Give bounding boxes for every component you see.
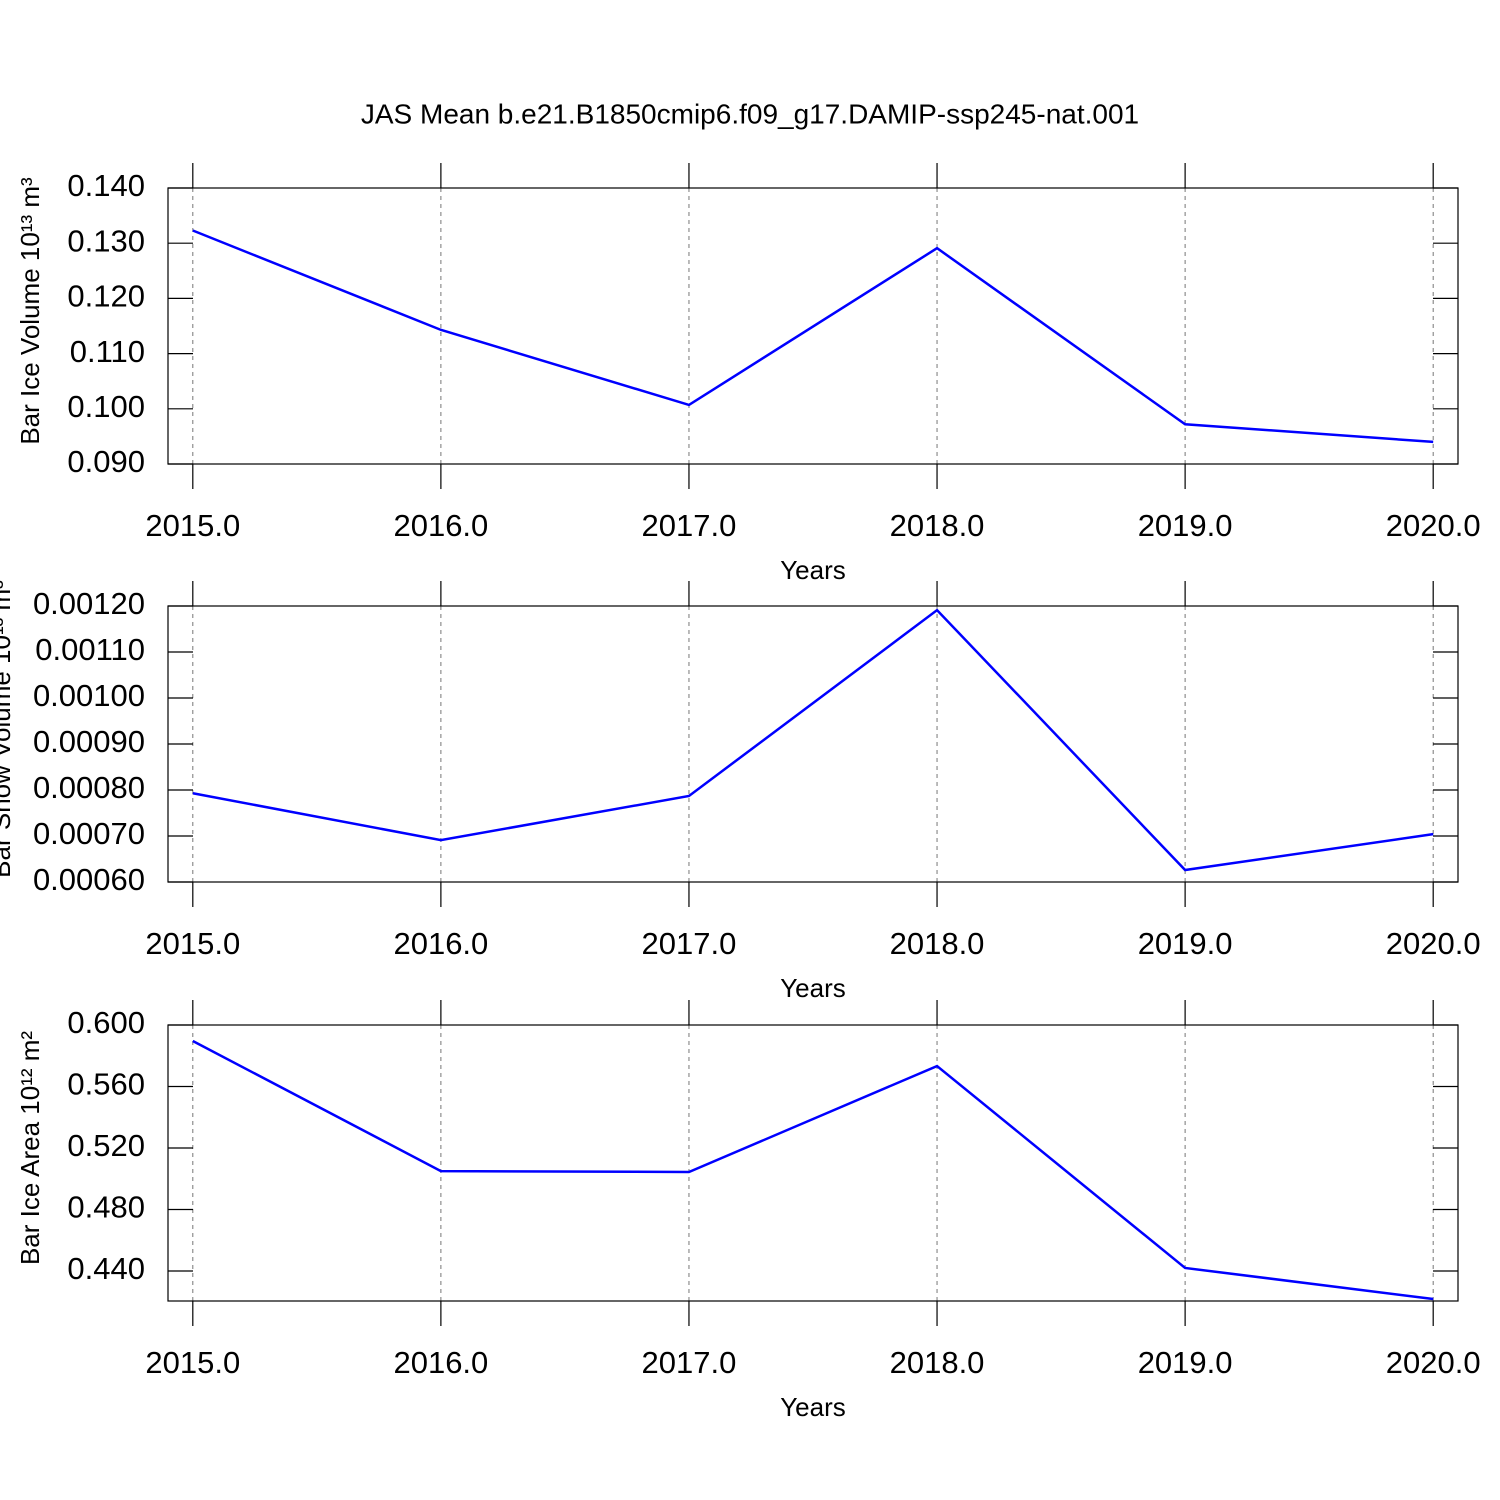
y-tick-label: 0.090 [67, 444, 145, 479]
y-tick-label: 0.110 [70, 334, 145, 369]
y-tick-label: 0.00090 [33, 724, 145, 759]
x-tick-label: 2015.0 [145, 508, 240, 543]
x-tick-label: 2020.0 [1386, 1345, 1481, 1380]
x-axis-label: Years [780, 973, 846, 1003]
chart-title: JAS Mean b.e21.B1850cmip6.f09_g17.DAMIP-… [361, 98, 1139, 129]
y-axis-label: Bar Ice Area 10¹² m² [15, 1031, 45, 1265]
data-line [192, 1039, 1434, 1301]
y-tick-label: 0.00080 [33, 770, 145, 805]
x-axis-label: Years [780, 1392, 846, 1422]
y-tick-label: 0.520 [67, 1128, 145, 1163]
data-line [192, 608, 1434, 872]
y-tick-label: 0.140 [67, 168, 145, 203]
x-tick-label: 2016.0 [393, 926, 488, 961]
x-tick-label: 2019.0 [1138, 1345, 1233, 1380]
y-tick-label: 0.00070 [33, 816, 145, 851]
x-tick-label: 2017.0 [642, 1345, 737, 1380]
x-tick-label: 2018.0 [890, 1345, 985, 1380]
x-tick-label: 2017.0 [642, 926, 737, 961]
plot-frame [167, 605, 1459, 883]
x-tick-label: 2019.0 [1138, 926, 1233, 961]
y-tick-label: 0.00120 [33, 586, 145, 621]
y-tick-label: 0.600 [67, 1005, 145, 1040]
x-tick-label: 2016.0 [393, 508, 488, 543]
x-tick-label: 2019.0 [1138, 508, 1233, 543]
x-tick-label: 2015.0 [145, 926, 240, 961]
data-line [192, 229, 1434, 444]
y-tick-label: 0.440 [67, 1251, 145, 1286]
y-axis-label: Bar Ice Volume 10¹³ m³ [15, 177, 45, 445]
x-tick-label: 2015.0 [145, 1345, 240, 1380]
x-axis-label: Years [780, 555, 846, 585]
y-tick-label: 0.100 [67, 389, 145, 424]
plot-frame [167, 1024, 1459, 1302]
y-tick-label: 0.120 [67, 279, 145, 314]
x-tick-label: 2020.0 [1386, 926, 1481, 961]
x-tick-label: 2018.0 [890, 508, 985, 543]
plot-frame [167, 187, 1459, 465]
y-tick-label: 0.00060 [33, 862, 145, 897]
y-tick-label: 0.130 [67, 223, 145, 258]
x-tick-label: 2018.0 [890, 926, 985, 961]
x-tick-label: 2016.0 [393, 1345, 488, 1380]
y-tick-label: 0.560 [67, 1067, 145, 1102]
y-axis-label: Bar Snow Volume 10¹³ m³ [0, 580, 16, 878]
y-tick-label: 0.00100 [33, 678, 145, 713]
x-tick-label: 2017.0 [642, 508, 737, 543]
x-tick-label: 2020.0 [1386, 508, 1481, 543]
y-tick-label: 0.00110 [35, 632, 145, 667]
y-tick-label: 0.480 [67, 1190, 145, 1225]
